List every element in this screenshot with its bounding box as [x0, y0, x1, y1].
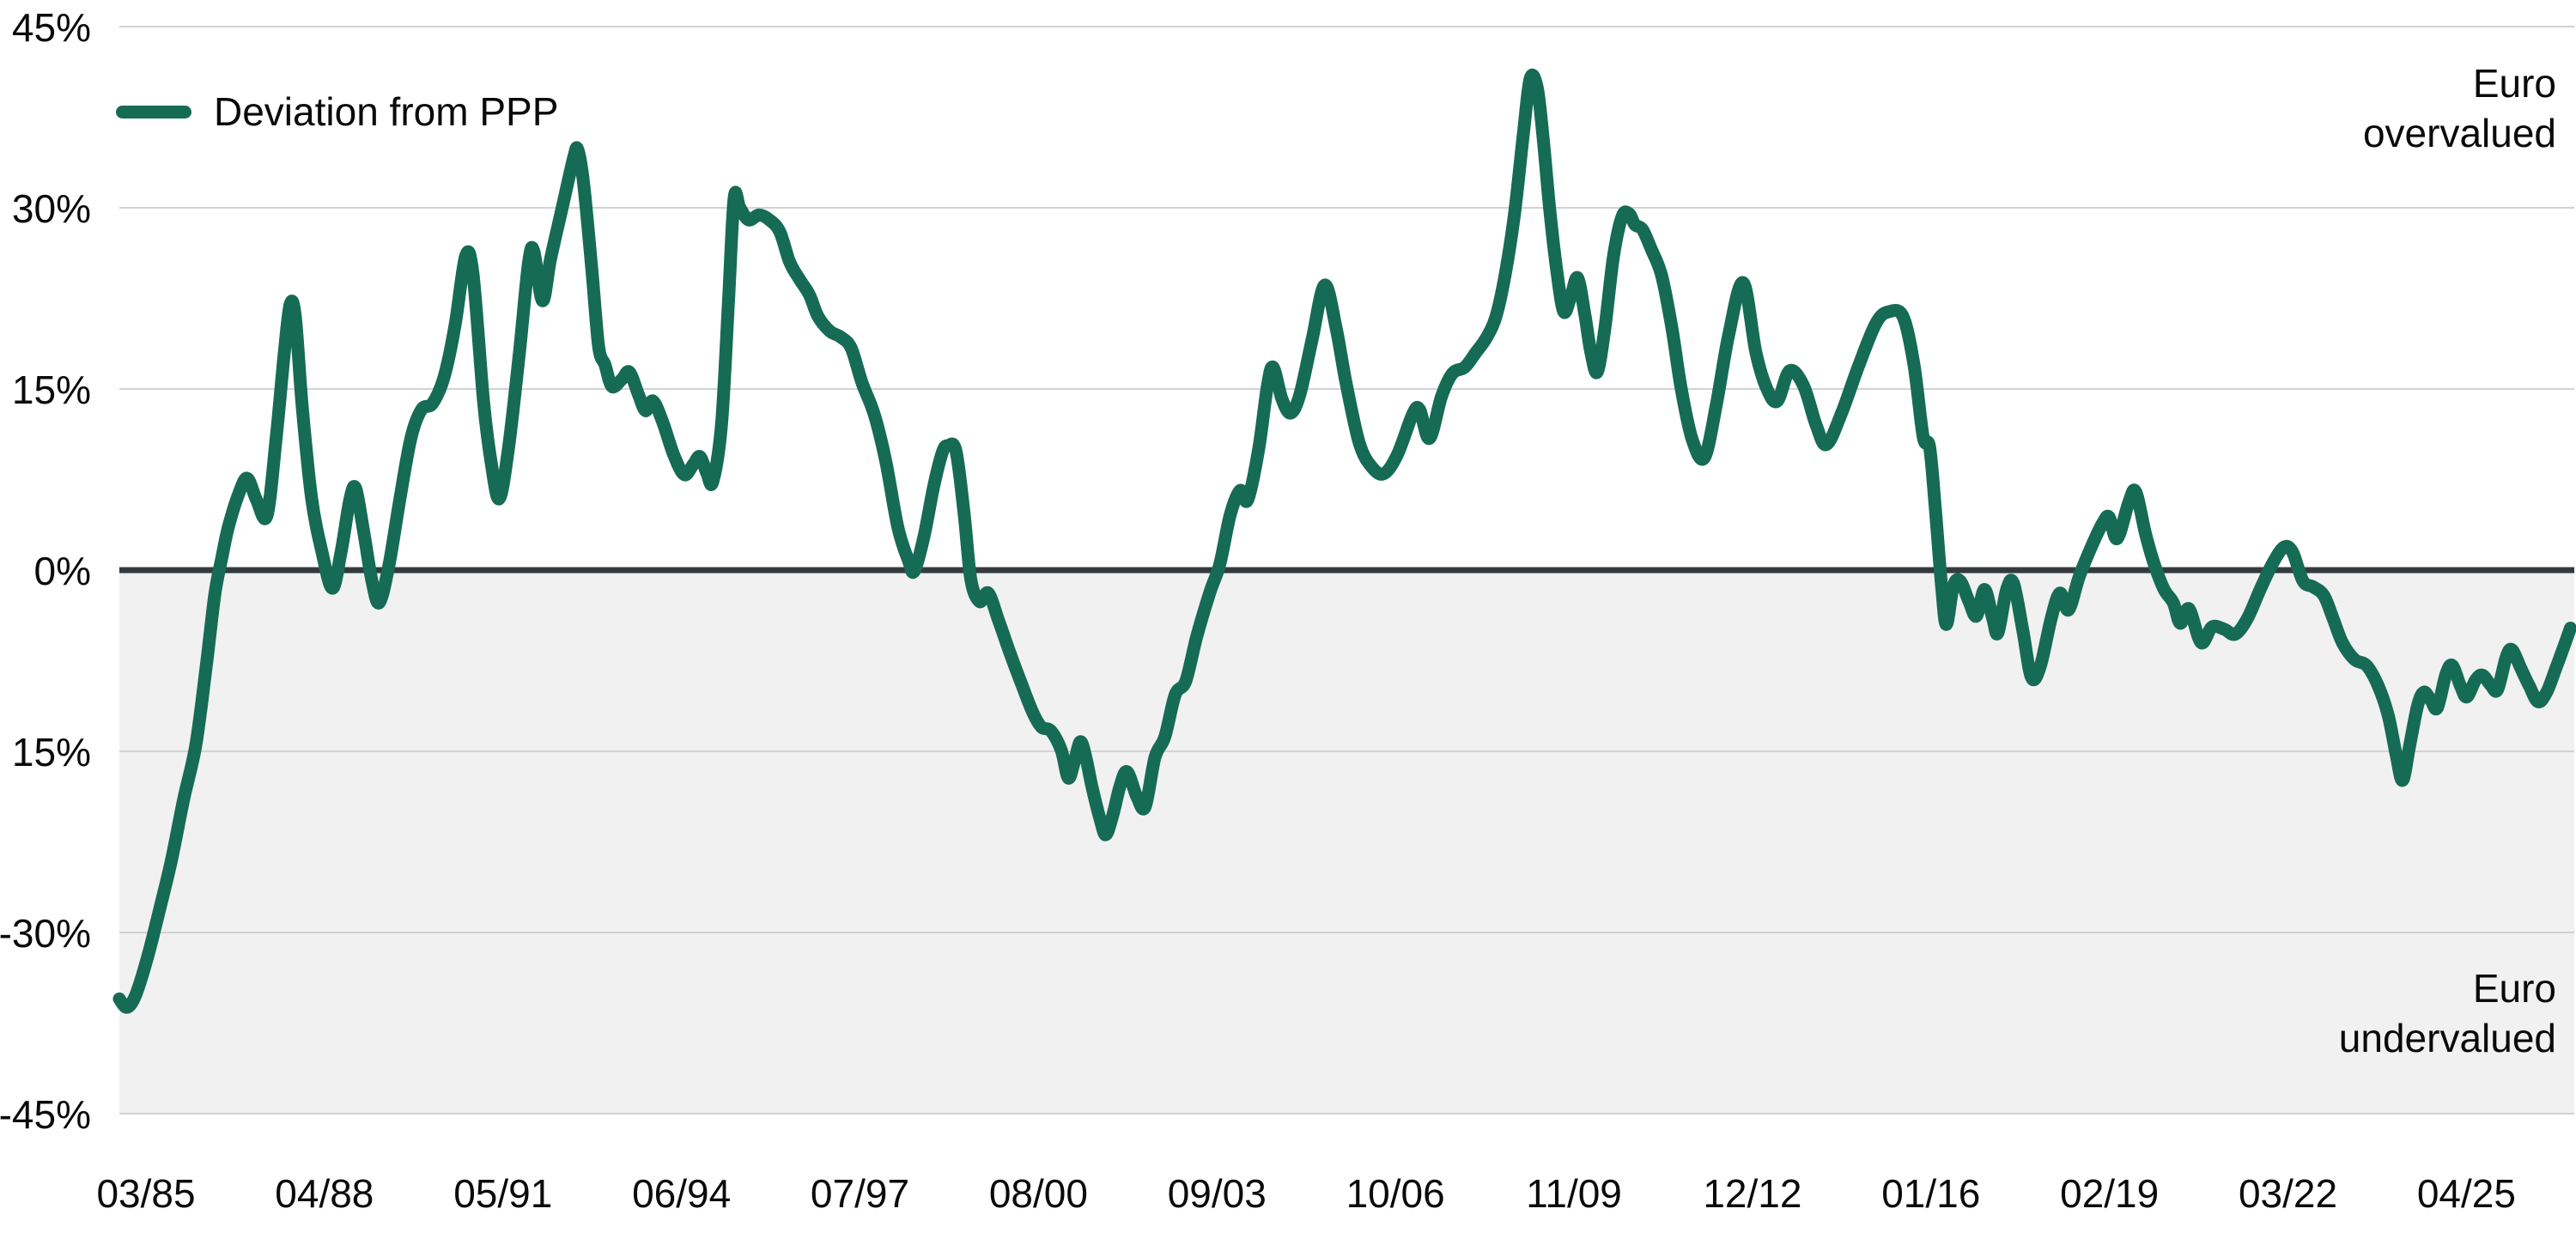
x-tick-label: 01/16 — [1881, 1171, 1980, 1216]
y-tick-label: -45% — [0, 1092, 91, 1137]
annotation-euro-overvalued: Euro overvalued — [2363, 58, 2556, 158]
x-tick-label: 12/12 — [1703, 1171, 1801, 1216]
y-tick-label: -30% — [0, 911, 91, 956]
x-tick-label: 04/88 — [275, 1171, 374, 1216]
x-tick-label: 11/09 — [1526, 1171, 1622, 1216]
x-tick-label: 03/85 — [96, 1171, 195, 1216]
annotation-line: undervalued — [2338, 1016, 2556, 1060]
x-tick-label: 05/91 — [453, 1171, 552, 1216]
annotation-euro-undervalued: Euro undervalued — [2339, 963, 2556, 1063]
undervalued-shading — [119, 570, 2574, 1115]
y-tick-label: 45% — [12, 5, 91, 50]
legend-line-swatch — [116, 105, 191, 118]
legend: Deviation from PPP — [116, 91, 558, 132]
x-tick-label: 08/00 — [989, 1171, 1088, 1216]
x-tick-label: 06/94 — [632, 1171, 731, 1216]
annotation-line: Euro — [2472, 966, 2556, 1011]
legend-label: Deviation from PPP — [214, 89, 559, 134]
x-tick-label: 02/19 — [2060, 1171, 2159, 1216]
x-tick-label: 04/25 — [2417, 1171, 2516, 1216]
x-tick-label: 03/22 — [2239, 1171, 2337, 1216]
series-line-deviation-from-ppp — [112, 69, 2576, 1014]
x-tick-label: 09/03 — [1168, 1171, 1267, 1216]
x-tick-label: 10/06 — [1346, 1171, 1445, 1216]
annotation-line: overvalued — [2362, 111, 2556, 155]
annotation-line: Euro — [2472, 61, 2556, 106]
y-tick-label: 15% — [12, 730, 91, 774]
y-tick-label: 0% — [34, 549, 91, 593]
y-tick-label: 15% — [12, 367, 91, 412]
y-tick-label: 30% — [12, 186, 91, 231]
x-tick-label: 07/97 — [811, 1171, 909, 1216]
